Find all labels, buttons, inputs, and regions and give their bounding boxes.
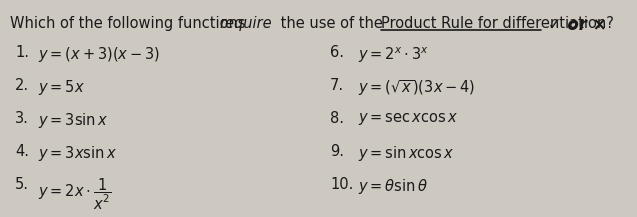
- Text: $y = \sec x\cos x$: $y = \sec x\cos x$: [358, 111, 459, 127]
- Text: $y = \sin x\cos x$: $y = \sin x\cos x$: [358, 144, 455, 163]
- Text: $y = 2x\cdot\dfrac{1}{x^2}$: $y = 2x\cdot\dfrac{1}{x^2}$: [38, 177, 111, 212]
- Text: $y = 3x\sin x$: $y = 3x\sin x$: [38, 144, 117, 163]
- Text: 10.: 10.: [330, 177, 354, 192]
- Text: Product Rule for differentiation?: Product Rule for differentiation?: [381, 16, 614, 31]
- Text: the use of the: the use of the: [276, 16, 387, 31]
- Text: ✓ or ×: ✓ or ×: [542, 16, 606, 34]
- Text: 3.: 3.: [15, 111, 29, 126]
- Text: 9.: 9.: [330, 144, 344, 159]
- Text: 2.: 2.: [15, 78, 29, 93]
- Text: $y = (\sqrt{x})(3x-4)$: $y = (\sqrt{x})(3x-4)$: [358, 78, 475, 98]
- Text: require: require: [219, 16, 271, 31]
- Text: $y = 2^x\cdot 3^x$: $y = 2^x\cdot 3^x$: [358, 45, 429, 65]
- Text: $y = (x+3)(x-3)$: $y = (x+3)(x-3)$: [38, 45, 161, 64]
- Text: 5.: 5.: [15, 177, 29, 192]
- Text: $y = 5x$: $y = 5x$: [38, 78, 85, 97]
- Text: 1.: 1.: [15, 45, 29, 60]
- Text: Which of the following functions: Which of the following functions: [10, 16, 250, 31]
- Text: 8.: 8.: [330, 111, 344, 126]
- Text: 4.: 4.: [15, 144, 29, 159]
- Text: 7.: 7.: [330, 78, 344, 93]
- Text: $y = \theta\sin\theta$: $y = \theta\sin\theta$: [358, 177, 428, 196]
- Text: $y = 3\sin x$: $y = 3\sin x$: [38, 111, 108, 130]
- Text: 6.: 6.: [330, 45, 344, 60]
